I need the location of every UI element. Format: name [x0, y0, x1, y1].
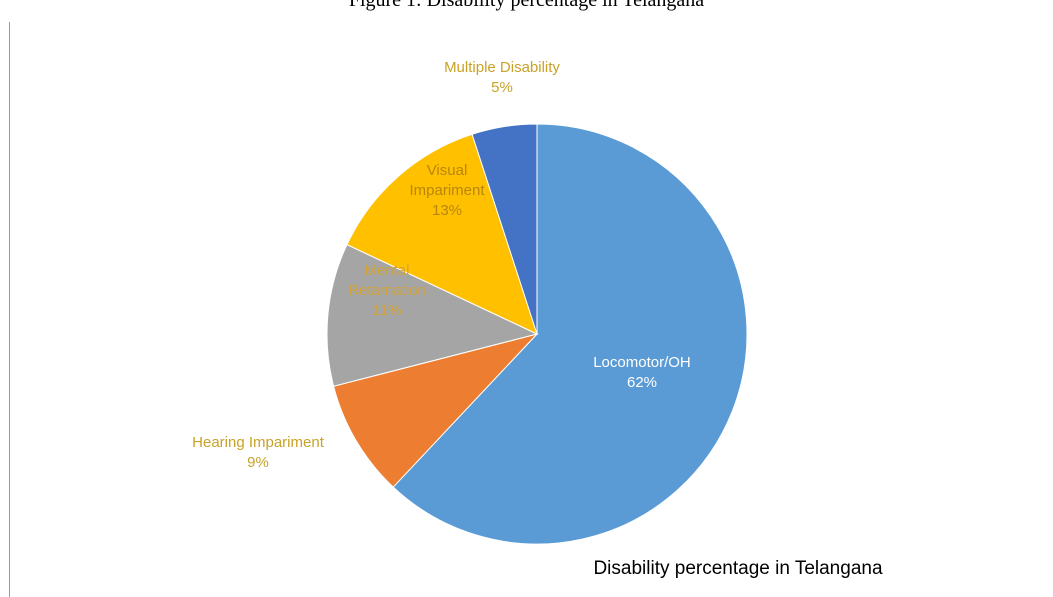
slice-hearing-impariment — [332, 333, 539, 488]
pie-slices — [326, 123, 748, 545]
data-label-mental-retarnation: Mental Retarnation 11% — [348, 262, 426, 319]
chart-title: Disability percentage in Telangana — [593, 558, 882, 579]
slice-mental-retarnation — [326, 243, 539, 387]
slice-visual-impariment — [346, 133, 538, 335]
data-label-visual-impariment: Visual Impariment 13% — [409, 162, 485, 219]
slice-multiple-disability — [471, 123, 538, 335]
figure-caption: Figure 1: Disability percentage in Telan… — [348, 0, 705, 11]
pie-labels: Locomotor/OH 62% Hearing Impariment 9% Menta… — [192, 59, 691, 471]
data-label-locomotor-oh: Locomotor/OH 62% — [593, 354, 691, 391]
page-margin-rule — [9, 22, 10, 597]
data-label-hearing-impariment: Hearing Impariment 9% — [192, 434, 325, 471]
slice-locomotor-oh — [392, 123, 748, 545]
data-label-multiple-disability: Multiple Disability 5% — [444, 59, 560, 96]
